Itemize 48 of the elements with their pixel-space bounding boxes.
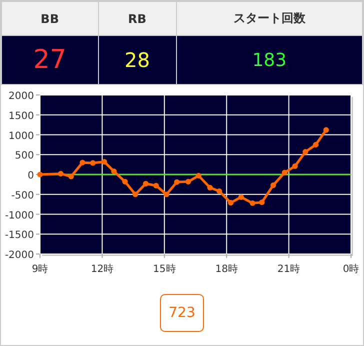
point [228,200,234,206]
point [164,192,170,198]
x-tick-label: 18時 [215,263,238,275]
point [142,180,149,186]
point [259,200,265,206]
point [207,184,213,190]
point [216,188,222,194]
point [132,192,138,198]
point [282,170,288,176]
point [196,172,202,178]
point [58,170,64,177]
x-tick-label: 12時 [90,263,114,275]
text: スタート回数 [176,2,362,36]
y-tick-label: -500 [11,190,34,202]
text: 723 [160,294,204,332]
y-tick-label: 1000 [8,130,34,142]
point [292,163,298,169]
point [312,142,319,148]
x-tick-label: 0時 [342,263,360,275]
x-tick-label: 15時 [153,263,176,275]
x-tick-label: 9時 [32,263,48,275]
text: 183 [176,36,362,84]
point [90,160,96,166]
point [174,179,180,185]
y-tick-label: -2000 [4,250,34,261]
point [153,182,159,188]
y-tick-label: -1000 [4,210,34,222]
y-tick-label: 500 [14,150,34,162]
point [302,149,308,155]
x-tick-label: 21時 [277,263,300,275]
point [323,127,329,133]
y-tick-label: 2000 [8,91,34,102]
y-tick-label: 0 [28,170,34,182]
point [270,182,276,188]
text: RB [98,2,176,36]
point [185,178,192,184]
y-tick-label: 1500 [8,110,34,122]
text: BB [2,2,98,36]
point [111,168,117,174]
text: 28 [98,36,176,84]
y-tick-label: -1500 [4,230,34,242]
text: 27 [2,36,98,84]
point [80,160,86,166]
point [101,158,108,165]
point [250,200,256,206]
point [238,194,244,200]
point [68,174,74,180]
point [122,178,128,184]
